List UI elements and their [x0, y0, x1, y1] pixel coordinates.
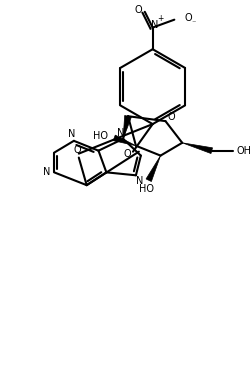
Polygon shape	[146, 156, 161, 181]
Text: OH: OH	[237, 146, 252, 156]
Polygon shape	[123, 115, 131, 139]
Text: HO: HO	[139, 184, 154, 194]
Polygon shape	[182, 143, 212, 154]
Text: O: O	[184, 13, 192, 23]
Text: N: N	[68, 129, 76, 139]
Text: HO: HO	[93, 131, 108, 141]
Text: ⁻: ⁻	[192, 18, 196, 27]
Text: N: N	[151, 20, 158, 30]
Text: +: +	[157, 14, 164, 23]
Text: O: O	[123, 149, 131, 159]
Text: N: N	[136, 176, 144, 186]
Text: O: O	[73, 145, 81, 155]
Text: N: N	[117, 128, 125, 138]
Polygon shape	[113, 135, 136, 146]
Text: O: O	[134, 5, 142, 15]
Text: O: O	[168, 112, 175, 122]
Text: N: N	[43, 167, 50, 177]
